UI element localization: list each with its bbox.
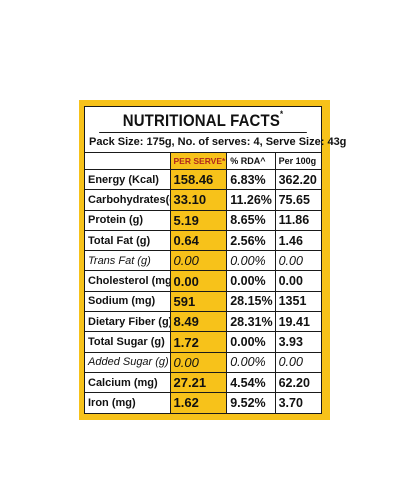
cell-rda: 4.54% xyxy=(226,371,276,394)
cell-nutrient: Added Sugar (g) xyxy=(85,351,171,373)
cell-per-serve: 5.19 xyxy=(169,209,228,231)
cell-rda: 0.00% xyxy=(226,250,276,272)
table-row: Protein (g) 5.19 8.65% 11.86 xyxy=(85,209,321,231)
cell-per-serve: 27.21 xyxy=(169,371,228,394)
cell-per100: 11.86 xyxy=(274,209,321,231)
cell-rda: 0.00% xyxy=(226,331,276,353)
cell-per-serve: 8.49 xyxy=(169,311,228,333)
cell-nutrient: Sodium (mg) xyxy=(85,290,171,313)
table-row: Cholesterol (mg) 0.00 0.00% 0.00 xyxy=(85,270,321,292)
cell-per-serve: 591 xyxy=(169,290,228,313)
title-mark: * xyxy=(280,109,284,119)
pack-info: Pack Size: 175g, No. of serves: 4, Serve… xyxy=(85,133,346,153)
cell-nutrient: Cholesterol (mg) xyxy=(85,270,171,292)
cell-nutrient: Calcium (mg) xyxy=(85,371,171,394)
cell-nutrient: Protein (g) xyxy=(85,209,171,231)
nutrition-facts-panel: NUTRITIONAL FACTS* Pack Size: 175g, No. … xyxy=(84,106,346,414)
title-text: NUTRITIONAL FACTS xyxy=(122,111,281,130)
cell-per100: 3.70 xyxy=(274,392,321,413)
cell-rda: 11.26% xyxy=(226,189,276,211)
cell-nutrient: Iron (mg) xyxy=(85,392,171,413)
cell-per-serve: 0.00 xyxy=(169,270,228,292)
cell-nutrient: Energy (Kcal) xyxy=(85,168,171,191)
table-row: Sodium (mg) 591 28.15% 1351 xyxy=(85,290,321,313)
cell-per-serve: 0.00 xyxy=(169,351,228,373)
cell-per-serve: 1.62 xyxy=(169,392,228,413)
header-nutrient xyxy=(85,153,171,170)
cell-rda: 28.15% xyxy=(226,290,276,313)
cell-per100: 0.00 xyxy=(274,270,321,292)
header-per-serve: PER SERVE* xyxy=(169,153,228,170)
cell-rda: 9.52% xyxy=(226,392,276,413)
cell-nutrient: Dietary Fiber (g) xyxy=(85,311,171,333)
cell-per100: 0.00 xyxy=(274,351,321,373)
cell-rda: 6.83% xyxy=(226,168,276,191)
cell-per100: 362.20 xyxy=(274,168,321,191)
table-row: Total Sugar (g) 1.72 0.00% 3.93 xyxy=(85,331,321,353)
cell-nutrient: Total Sugar (g) xyxy=(85,331,171,353)
table-row: Added Sugar (g) 0.00 0.00% 0.00 xyxy=(85,351,321,373)
table-row: Calcium (mg) 27.21 4.54% 62.20 xyxy=(85,371,321,394)
cell-per-serve: 1.72 xyxy=(169,331,228,353)
table-row: Trans Fat (g) 0.00 0.00% 0.00 xyxy=(85,250,321,272)
cell-per-serve: 0.00 xyxy=(169,250,228,272)
cell-rda: 28.31% xyxy=(226,311,276,333)
cell-per100: 75.65 xyxy=(274,189,321,211)
cell-per100: 0.00 xyxy=(274,250,321,272)
cell-per100: 1351 xyxy=(274,290,321,313)
nutrition-table: PER SERVE* % RDA^ Per 100g Energy (Kcal)… xyxy=(85,153,321,413)
cell-per100: 1.46 xyxy=(274,229,321,252)
table-row: Dietary Fiber (g) 8.49 28.31% 19.41 xyxy=(85,311,321,333)
cell-rda: 0.00% xyxy=(226,351,276,373)
header-rda: % RDA^ xyxy=(226,153,276,170)
table-row: Iron (mg) 1.62 9.52% 3.70 xyxy=(85,392,321,413)
cell-nutrient: Carbohydrates(g) xyxy=(85,189,171,211)
cell-per-serve: 158.46 xyxy=(169,168,228,191)
cell-nutrient: Total Fat (g) xyxy=(85,229,171,252)
cell-per-serve: 33.10 xyxy=(169,189,228,211)
header-per100: Per 100g xyxy=(274,153,321,170)
cell-rda: 0.00% xyxy=(226,270,276,292)
cell-per100: 19.41 xyxy=(274,311,321,333)
label-title: NUTRITIONAL FACTS* xyxy=(99,107,307,133)
cell-per100: 3.93 xyxy=(274,331,321,353)
cell-rda: 2.56% xyxy=(226,229,276,252)
cell-per-serve: 0.64 xyxy=(169,229,228,252)
cell-rda: 8.65% xyxy=(226,209,276,231)
table-row: Total Fat (g) 0.64 2.56% 1.46 xyxy=(85,229,321,252)
cell-per100: 62.20 xyxy=(274,371,321,394)
header-row: PER SERVE* % RDA^ Per 100g xyxy=(85,153,321,170)
table-row: Energy (Kcal) 158.46 6.83% 362.20 xyxy=(85,168,321,191)
cell-nutrient: Trans Fat (g) xyxy=(85,250,171,272)
